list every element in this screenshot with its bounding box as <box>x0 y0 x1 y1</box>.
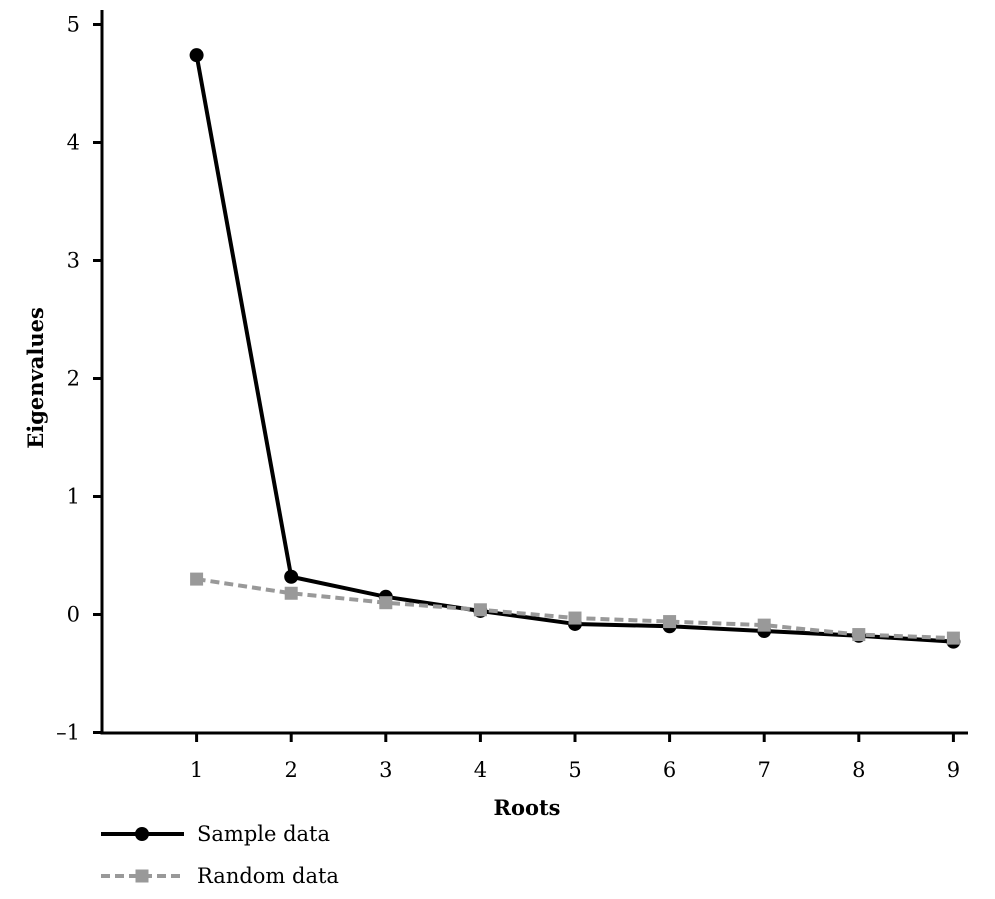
x-tick-label: 8 <box>852 758 865 782</box>
legend-label: Random data <box>197 864 339 888</box>
x-tick-label: 9 <box>947 758 960 782</box>
x-tick-label: 2 <box>285 758 298 782</box>
x-axis-title: Roots <box>494 795 561 820</box>
x-tick-label: 3 <box>379 758 392 782</box>
y-tick-label: 3 <box>67 249 80 273</box>
y-tick-label: 4 <box>67 131 80 155</box>
legend-marker <box>135 827 149 841</box>
data-point <box>568 611 582 625</box>
y-tick-label: 0 <box>67 603 80 627</box>
x-ticks: 1 2 3 4 5 6 7 8 9 <box>190 733 960 782</box>
data-point <box>284 569 299 584</box>
y-axis-title: Eigenvalues <box>23 307 48 449</box>
series-sample-data <box>189 48 961 649</box>
y-tick-label: –1 <box>56 721 80 745</box>
legend-marker <box>135 869 149 883</box>
data-point <box>473 603 487 617</box>
data-point <box>757 618 771 632</box>
data-point <box>190 572 204 586</box>
data-point <box>663 615 677 629</box>
legend-item: Sample data <box>101 822 330 846</box>
data-point <box>189 48 204 63</box>
data-point <box>379 596 393 610</box>
x-tick-label: 4 <box>474 758 487 782</box>
x-tick-label: 1 <box>190 758 203 782</box>
legend-label: Sample data <box>197 822 330 846</box>
y-tick-label: 2 <box>67 367 80 391</box>
data-point <box>946 631 960 645</box>
y-ticks: –1 0 1 2 3 4 5 <box>56 13 102 745</box>
data-point <box>852 628 866 642</box>
legend: Sample data Random data <box>101 822 339 888</box>
legend-item: Random data <box>101 864 339 888</box>
x-tick-label: 6 <box>663 758 676 782</box>
x-tick-label: 5 <box>568 758 581 782</box>
series-layer <box>189 48 961 649</box>
y-tick-label: 1 <box>67 485 80 509</box>
y-tick-label: 5 <box>67 13 80 37</box>
x-tick-label: 7 <box>758 758 771 782</box>
series-line <box>194 54 954 644</box>
series-random-data <box>190 572 960 645</box>
data-point <box>284 586 298 600</box>
axes <box>100 10 968 735</box>
